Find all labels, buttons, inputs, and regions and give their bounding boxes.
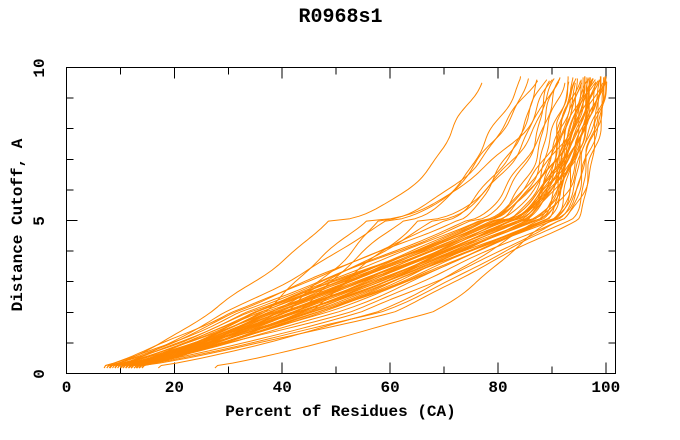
model-curve (117, 80, 588, 369)
model-curve (130, 78, 529, 369)
model-curve (138, 79, 600, 369)
model-curve (133, 76, 586, 369)
model-curve (141, 78, 577, 369)
model-curve (130, 82, 582, 369)
model-curve (135, 78, 594, 369)
model-curve (125, 79, 594, 369)
x-tick-label: 60 (380, 379, 400, 397)
model-curve (122, 79, 553, 369)
x-tick-label: 0 (61, 379, 72, 397)
y-axis-label: Distance Cutoff, A (9, 138, 27, 312)
model-curve (136, 82, 600, 369)
model-curve (130, 82, 583, 369)
model-curve (109, 82, 483, 369)
model-curve (136, 80, 581, 369)
model-curve (138, 80, 607, 369)
y-tick-label: 10 (31, 57, 49, 78)
x-tick-label: 80 (488, 379, 508, 397)
y-tick-label: 0 (31, 368, 49, 379)
model-curve (133, 76, 601, 369)
model-curve (138, 77, 605, 369)
model-curve (136, 77, 561, 369)
x-tick-label: 40 (272, 379, 292, 397)
model-curve (117, 78, 555, 369)
model-curve (128, 80, 539, 369)
model-curve (114, 78, 578, 369)
model-curve (103, 79, 538, 369)
model-curve (103, 80, 550, 369)
model-curve (128, 80, 606, 369)
chart-title: R0968s1 (298, 6, 383, 29)
x-tick-label: 20 (164, 379, 184, 397)
model-curve (133, 81, 586, 369)
model-curve (130, 76, 602, 369)
y-tick-label: 5 (31, 215, 49, 226)
model-curve (130, 76, 606, 369)
x-tick-label: 100 (591, 379, 621, 397)
model-curve (114, 76, 521, 369)
x-axis-label: Percent of Residues (CA) (225, 403, 456, 421)
model-curve (108, 79, 548, 369)
model-curve (125, 78, 589, 369)
model-curve (114, 78, 561, 369)
model-curve (106, 79, 596, 369)
